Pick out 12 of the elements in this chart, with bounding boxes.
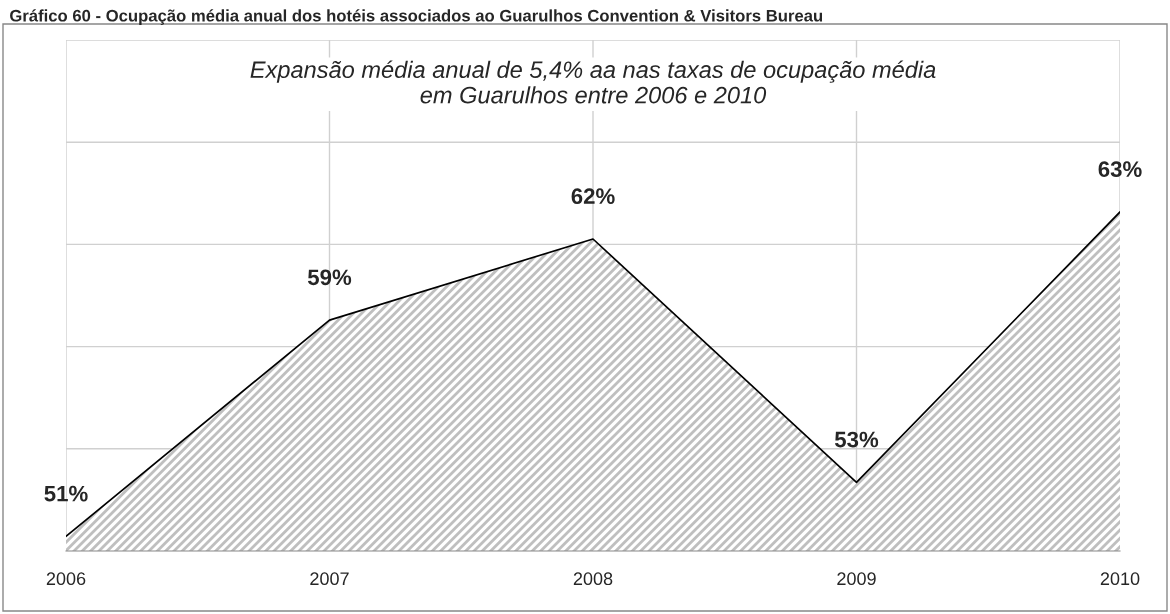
x-tick-label: 2009 [837,572,876,586]
chart-title: Gráfico 60 - Ocupação média anual dos hotéis associados ao Guarulhos Convention & Visitors Bureau [10,9,823,25]
data-label: 63% [1098,161,1142,178]
x-tick-label: 2006 [46,572,86,586]
data-label: 59% [307,269,352,286]
x-tick-label: 2008 [573,572,613,586]
data-label: 51% [44,485,88,502]
text: Expansão média anual de 5,4% aa nas taxas de ocupação média em Guarulhos entre 2006 e 2010 [250,60,936,104]
x-tick-label: 2007 [310,572,349,586]
data-label: 53% [834,431,879,448]
data-label: 62% [571,188,615,205]
x-tick-label: 2010 [1100,572,1140,586]
